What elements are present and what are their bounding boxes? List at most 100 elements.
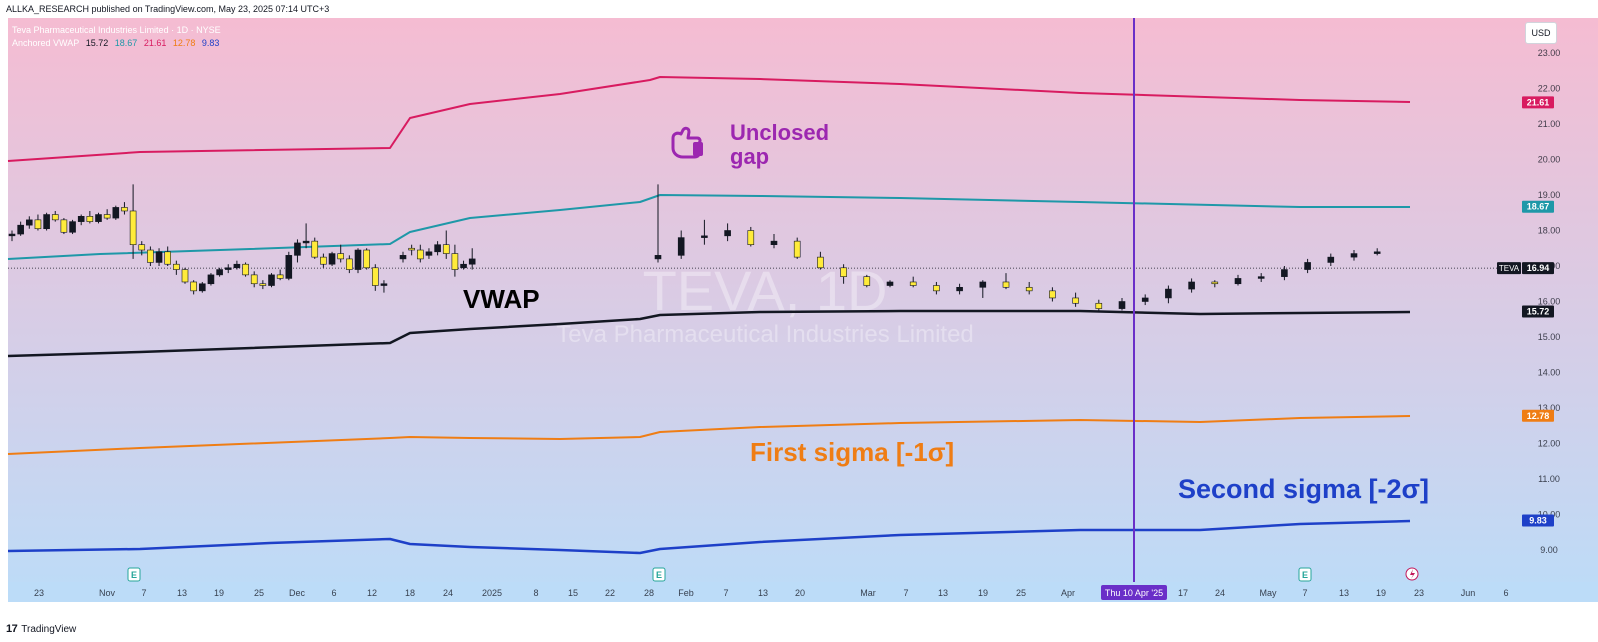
y-tick-label: 11.00	[1538, 474, 1560, 484]
x-tick-label: 6	[1503, 588, 1508, 598]
svg-text:21.61: 21.61	[1527, 97, 1550, 107]
candle	[363, 248, 370, 270]
x-tick-label: 2025	[482, 588, 502, 598]
candle	[250, 271, 258, 288]
footer-brand[interactable]: TradingView	[21, 623, 77, 635]
x-tick-label: Apr	[1061, 588, 1075, 598]
lower2-band-line	[7, 519, 1411, 555]
lower1-band-line	[7, 415, 1411, 455]
svg-text:15.72: 15.72	[1527, 306, 1550, 316]
candle	[933, 281, 940, 295]
legend: Teva Pharmaceutical Industries Limited ·…	[12, 24, 223, 50]
y-tick-label: 23.00	[1538, 48, 1561, 58]
publish-line: ALLKA_RESEARCH published on TradingView.…	[6, 4, 330, 14]
candle	[259, 280, 267, 290]
candle	[1234, 274, 1242, 286]
y-tick-label: 18.00	[1538, 226, 1561, 236]
candle	[863, 274, 871, 288]
legend-symbol: Teva Pharmaceutical Industries Limited ·…	[12, 25, 221, 35]
candle	[399, 251, 407, 263]
earnings-marker[interactable]: E	[127, 567, 141, 582]
pointing-hand-icon	[671, 126, 703, 159]
candle	[1257, 273, 1265, 282]
candle	[129, 184, 137, 259]
x-tick-label: May	[1259, 588, 1277, 598]
candle	[51, 210, 59, 222]
candle	[1373, 248, 1381, 256]
candle	[328, 251, 336, 266]
candle	[346, 255, 353, 274]
lightning-icon[interactable]	[1405, 567, 1419, 581]
x-tick-label: 28	[644, 588, 654, 598]
svg-text:12.78: 12.78	[1527, 411, 1550, 421]
unclosed-gap-line1: Unclosed	[730, 120, 830, 145]
candle	[216, 267, 223, 277]
x-tick-label: 6	[331, 588, 336, 598]
x-tick-label: 25	[1016, 588, 1026, 598]
legend-indicator-name: Anchored VWAP	[12, 38, 80, 48]
footer: 17 TradingView	[6, 621, 76, 637]
candle	[1118, 297, 1126, 311]
candle	[147, 246, 154, 266]
x-tick-label: 25	[254, 588, 264, 598]
candle	[747, 226, 755, 247]
legend-value-lower1: 12.78	[172, 38, 196, 48]
legend-value-lower2: 9.83	[201, 38, 220, 48]
legend-value-upper1: 18.67	[114, 38, 138, 48]
candle	[1049, 287, 1056, 302]
candle	[979, 280, 987, 298]
candle	[69, 219, 76, 235]
candle	[354, 248, 362, 274]
candle	[1188, 278, 1195, 293]
x-tick-label: Dec	[289, 588, 306, 598]
x-tick-label: 12	[367, 588, 377, 598]
x-tick-label: Feb	[678, 588, 694, 598]
x-tick-label: 13	[938, 588, 948, 598]
candle	[380, 280, 388, 293]
crosshair-date-bg	[1101, 585, 1167, 600]
svg-text:16.94: 16.94	[1527, 263, 1550, 273]
candle	[233, 260, 241, 270]
candle	[199, 281, 206, 293]
candle	[268, 273, 275, 288]
candle	[276, 269, 284, 281]
candle	[817, 251, 824, 270]
candle	[840, 264, 847, 284]
x-tick-label: 19	[1376, 588, 1386, 598]
candle	[294, 239, 301, 263]
earnings-marker[interactable]: E	[652, 567, 666, 582]
candle	[1304, 258, 1311, 274]
candle	[285, 251, 293, 281]
price-label: 15.72	[1522, 305, 1554, 318]
candle	[1165, 285, 1172, 304]
candle	[207, 273, 215, 286]
currency-button[interactable]: USD	[1525, 22, 1557, 44]
candle	[224, 264, 232, 274]
y-tick-label: 12.00	[1538, 439, 1561, 449]
x-tick-label: 23	[1414, 588, 1424, 598]
crosshair-date-label: Thu 10 Apr '25	[1105, 588, 1163, 598]
second-sigma-annotation: Second sigma [-2σ]	[1178, 474, 1430, 504]
candle	[337, 244, 345, 263]
candle	[155, 248, 163, 266]
earnings-marker[interactable]: E	[1298, 567, 1312, 582]
candle	[408, 244, 415, 256]
candle	[34, 214, 42, 231]
candle	[190, 280, 197, 295]
upper1-band-line	[7, 194, 1410, 260]
candle	[95, 212, 102, 224]
x-tick-label: 18	[405, 588, 415, 598]
candle	[60, 218, 68, 235]
candle	[103, 209, 111, 220]
x-tick-label: 13	[177, 588, 187, 598]
x-tick-label: 23	[34, 588, 44, 598]
y-tick-label: 19.00	[1538, 190, 1561, 200]
candle	[1072, 292, 1079, 307]
price-label: 12.78	[1522, 409, 1554, 422]
candle	[468, 248, 476, 270]
x-tick-label: 7	[723, 588, 728, 598]
x-tick-label: 20	[795, 588, 805, 598]
svg-text:E: E	[656, 570, 662, 580]
candle	[112, 205, 120, 220]
